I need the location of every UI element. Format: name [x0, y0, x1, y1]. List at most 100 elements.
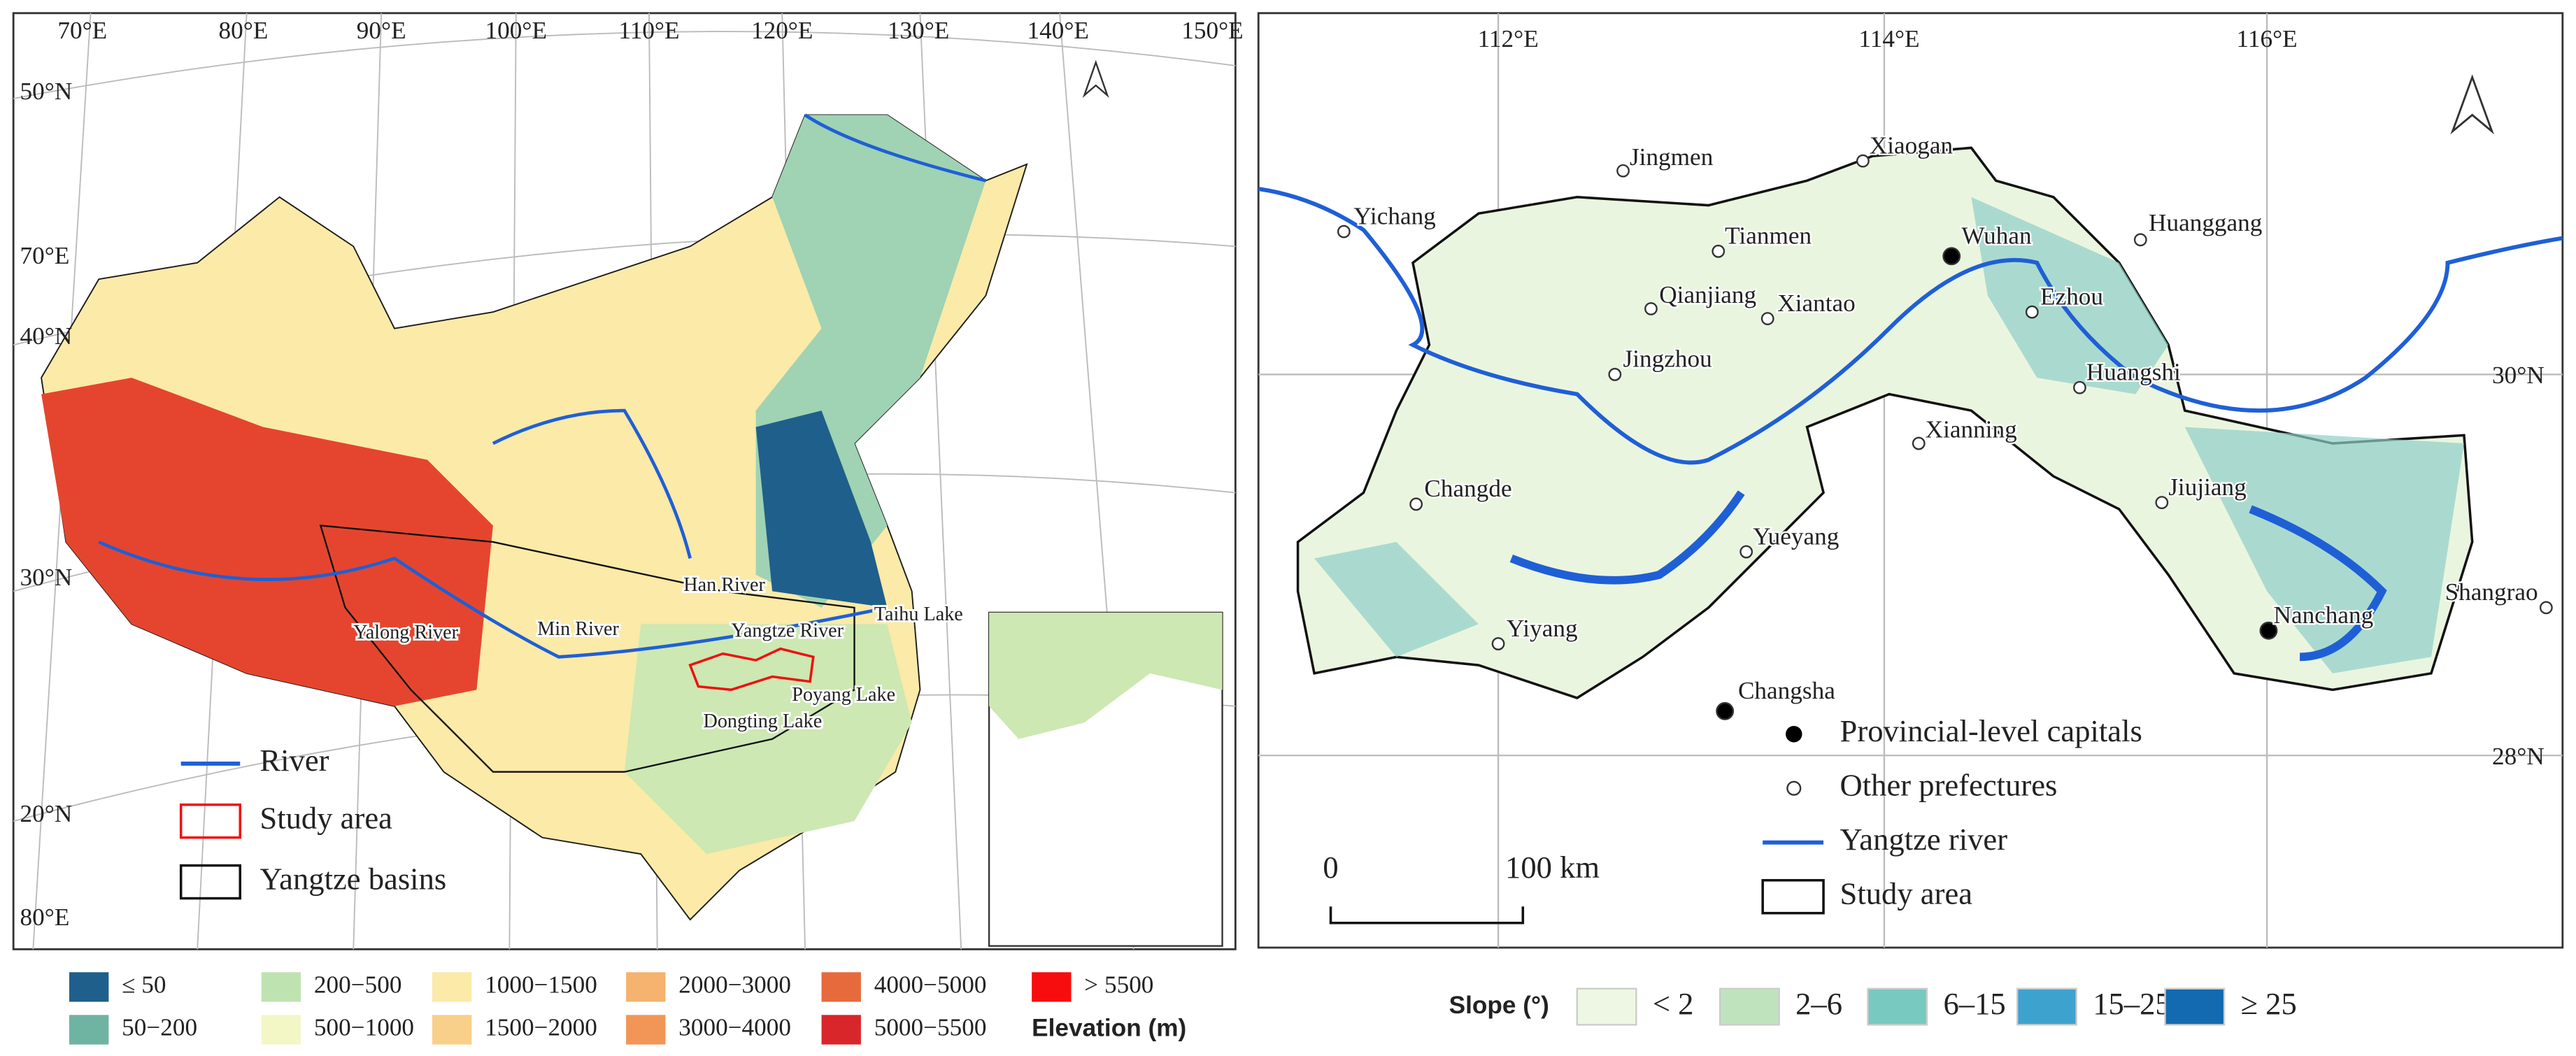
elevation-swatch: [432, 972, 472, 1002]
lon-label: 120°E: [751, 17, 813, 44]
elevation-label: 50−200: [122, 1014, 197, 1041]
prefecture-marker: [1739, 545, 1753, 559]
elevation-label: 5000−5500: [874, 1014, 987, 1041]
elevation-label: 2000−3000: [678, 971, 791, 998]
city-label: Ezhou: [2040, 283, 2103, 310]
legend-label: Provincial-level capitals: [1840, 713, 2142, 748]
city-label: Changde: [1424, 475, 1511, 502]
elevation-swatch: [69, 1015, 109, 1045]
highland: [41, 378, 493, 706]
city-label: Xianning: [1926, 416, 2017, 443]
capital-marker: [1716, 701, 1735, 720]
lon-label: 100°E: [485, 17, 547, 44]
prefecture-marker: [1760, 312, 1774, 325]
prefecture-marker: [2025, 305, 2039, 319]
legend-study-symbol: [1761, 878, 1825, 915]
elevation-swatch: [1032, 972, 1072, 1002]
elevation-swatch: [69, 972, 109, 1002]
prefecture-marker: [2155, 496, 2169, 509]
lon-label: 116°E: [2237, 25, 2298, 52]
lon-label: 140°E: [1027, 17, 1089, 44]
city-label: Jingzhou: [1623, 345, 1712, 373]
legend-capital-symbol: [1786, 725, 1802, 743]
elevation-swatch: [626, 972, 666, 1002]
slope-swatch: [1867, 987, 1928, 1026]
place-label: Taihu Lake: [874, 604, 963, 625]
lat-label: 28°N: [2492, 743, 2545, 770]
city-label: Huanggang: [2149, 209, 2262, 236]
prefecture-marker: [1337, 224, 1351, 238]
legend-label: Study area: [259, 800, 392, 835]
prefecture-marker: [1912, 436, 1926, 450]
slope-label: 2–6: [1795, 986, 1842, 1021]
prefecture-marker: [2133, 233, 2147, 247]
city-label: Changsha: [1738, 677, 1835, 704]
elevation-swatch: [821, 1015, 861, 1045]
legend-study-symbol: [179, 803, 242, 839]
place-label: Poyang Lake: [792, 684, 895, 706]
elevation-label: 1500−2000: [485, 1014, 597, 1041]
lon-label: 150°E: [1181, 17, 1243, 44]
elevation-label: 500−1000: [314, 1014, 414, 1041]
prefecture-marker: [1856, 154, 1870, 168]
elevation-swatch: [626, 1015, 666, 1045]
slope-label: < 2: [1653, 986, 1694, 1021]
place-label: Yalong River: [353, 622, 458, 643]
legend-label: River: [259, 743, 329, 778]
city-label: Shangrao: [2445, 578, 2538, 606]
capital-marker: [1942, 247, 1961, 266]
lon-label: 114°E: [1858, 25, 1919, 52]
river: [98, 113, 986, 659]
city-label: Tianmen: [1725, 222, 1812, 250]
prefecture-marker: [1409, 497, 1423, 511]
city-label: Huangshi: [2086, 359, 2181, 386]
elevation-label: 200−500: [314, 971, 402, 998]
prefecture-marker: [1644, 302, 1658, 315]
lon-label: 80°E: [219, 17, 269, 44]
legend-basin-symbol: [179, 864, 242, 900]
lakes: [1509, 490, 2387, 662]
slope-label: 6–15: [1943, 986, 2005, 1021]
slope-label: ≥ 25: [2241, 986, 2297, 1021]
lat-label: 80°E: [20, 904, 70, 931]
prefecture-marker: [2073, 380, 2086, 394]
inset-land: [989, 612, 1223, 739]
slope-swatch: [2164, 987, 2226, 1026]
study-area-map: [1296, 146, 2474, 699]
lon-label: 112°E: [1478, 25, 1539, 52]
place-label: Han River: [683, 574, 765, 596]
lat-label: 30°N: [2492, 362, 2545, 389]
north-arrow: [2450, 74, 2494, 135]
lat-label: 20°N: [20, 800, 73, 827]
place-label: Dongting Lake: [703, 711, 822, 732]
elevation-swatch: [821, 972, 861, 1002]
elevation-label: > 5500: [1084, 971, 1153, 998]
study-area: [688, 647, 815, 692]
city-label: Yiyang: [1507, 615, 1578, 642]
city-label: Nanchang: [2274, 601, 2374, 629]
yangtze-river: [1258, 187, 2563, 465]
city-label: Yueyang: [1753, 522, 1839, 550]
prefecture-marker: [1616, 164, 1630, 178]
city-label: Xiantao: [1777, 290, 1856, 317]
legend-label: Study area: [1840, 876, 1973, 911]
legend-label: Yangtze river: [1840, 822, 2008, 857]
city-label: Xiaogan: [1870, 131, 1954, 159]
slope-areas: [1314, 197, 2464, 673]
place-label: Yangtze River: [731, 620, 844, 642]
lon-label: 130°E: [888, 17, 949, 44]
elevation-label: 4000−5000: [874, 971, 987, 998]
slope-swatch: [1718, 987, 1780, 1026]
city-label: Wuhan: [1961, 222, 2032, 250]
legend-label: Yangtze basins: [259, 861, 446, 896]
prefecture-marker: [1491, 637, 1505, 650]
lon-label: 70°E: [57, 17, 107, 44]
prefecture-marker: [1608, 368, 1622, 381]
slope-title: Slope (°): [1449, 992, 1549, 1019]
city-label: Yichang: [1353, 202, 1435, 229]
north-arrow: [1082, 59, 1109, 98]
legend-prefecture-symbol: [1786, 780, 1802, 796]
place-label: Min River: [537, 618, 619, 640]
city-label: Jiujiang: [2168, 473, 2247, 501]
